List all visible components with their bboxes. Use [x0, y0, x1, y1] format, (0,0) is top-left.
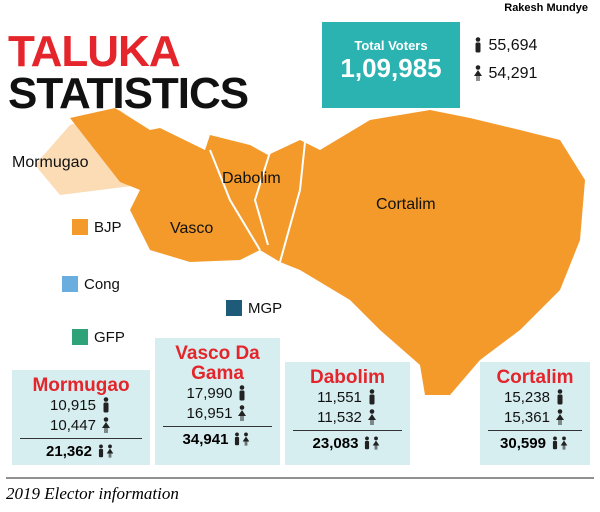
swatch: [226, 300, 242, 316]
constituency-name: Mormugao: [32, 375, 130, 396]
boundary: [209, 141, 306, 263]
total-row: 34,941: [163, 426, 272, 448]
constituency-name: Cortalim: [496, 367, 574, 388]
region-label: Mormugao: [12, 154, 89, 171]
swatch: [72, 219, 88, 235]
value: 55,694: [488, 37, 538, 54]
constituency-box: Cortalim 15,238 15,361 30,599: [480, 362, 590, 465]
value: 54,291: [488, 65, 538, 82]
male-row: 10,915: [12, 396, 150, 416]
value: 30,599: [500, 435, 546, 452]
legend-label: Cong: [84, 276, 120, 293]
legend-item: MGP: [226, 300, 282, 317]
value: 15,361: [504, 409, 550, 426]
region-label: Dabolim: [222, 170, 281, 187]
constituency-box: Mormugao 10,915 10,447 21,362: [12, 370, 150, 465]
total-row: 30,599: [488, 430, 582, 452]
value: 15,238: [504, 389, 550, 406]
total-label: Total Voters: [354, 38, 428, 53]
total-male: 55,694: [468, 36, 537, 56]
legend-item: GFP: [72, 329, 125, 346]
female-row: 10,447: [12, 416, 150, 436]
value: 11,532: [317, 409, 362, 426]
female-row: 11,532: [285, 408, 410, 428]
male-row: 15,238: [480, 388, 590, 408]
total-value: 1,09,985: [340, 53, 442, 83]
female-row: 16,951: [155, 404, 280, 424]
legend-label: BJP: [94, 219, 122, 236]
region-label: Cortalim: [376, 196, 436, 213]
value: 10,447: [50, 417, 96, 434]
title-line2: STATISTICS: [8, 69, 249, 118]
value: 16,951: [186, 405, 233, 422]
region-label: Vasco: [170, 220, 214, 237]
credit: Rakesh Mundye: [504, 2, 588, 14]
value: 17,990: [186, 385, 233, 402]
swatch: [72, 329, 88, 345]
value: 21,362: [46, 443, 92, 460]
value: 10,915: [50, 397, 96, 414]
title-line1: TALUKA: [8, 27, 181, 76]
swatch: [62, 276, 78, 292]
total-row: 23,083: [293, 430, 402, 452]
legend-label: MGP: [248, 300, 283, 317]
total-voters-box: Total Voters 1,09,985: [322, 22, 460, 108]
constituency-name: Dabolim: [310, 367, 385, 388]
legend-item: Cong: [62, 276, 120, 293]
female-row: 15,361: [480, 408, 590, 428]
region-shape: [70, 108, 585, 395]
footer: 2019 Elector information: [6, 484, 179, 503]
legend-label: GFP: [94, 329, 125, 346]
male-row: 17,990: [155, 384, 280, 404]
constituency-name: Vasco Da Gama: [175, 343, 260, 384]
value: 23,083: [312, 435, 359, 452]
constituency-box: Dabolim 11,551 11,532 23,083: [285, 362, 410, 465]
total-row: 21,362: [20, 438, 142, 460]
legend-item: BJP: [72, 219, 122, 236]
total-female: 54,291: [468, 64, 537, 84]
constituency-box: Vasco Da Gama 17,990 16,951 34,941: [155, 338, 280, 465]
male-row: 11,551: [285, 388, 410, 408]
value: 34,941: [182, 431, 229, 448]
value: 11,551: [317, 389, 362, 406]
